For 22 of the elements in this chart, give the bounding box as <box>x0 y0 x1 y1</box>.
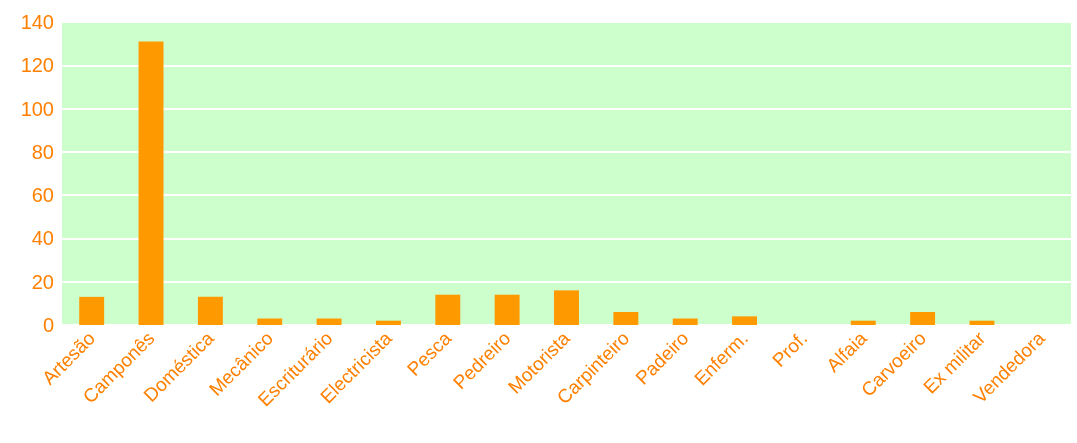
bar <box>613 312 639 325</box>
bar <box>197 296 223 325</box>
bar <box>375 320 401 325</box>
y-tick-label: 20 <box>31 270 54 293</box>
bar <box>554 290 579 325</box>
bar <box>138 41 164 325</box>
bar <box>435 294 461 325</box>
y-tick-label: 100 <box>20 97 54 120</box>
bar <box>494 294 520 325</box>
bar <box>850 320 876 325</box>
bar <box>672 318 698 325</box>
y-tick-label: 120 <box>20 54 54 77</box>
bar <box>910 312 936 325</box>
y-tick-label: 40 <box>31 227 54 250</box>
y-tick-label: 80 <box>31 140 54 163</box>
bar <box>257 318 283 325</box>
bar <box>732 316 758 325</box>
y-tick-label: 0 <box>42 314 54 336</box>
bar <box>316 318 342 325</box>
y-tick-label: 60 <box>31 184 54 207</box>
y-tick-label: 140 <box>20 11 54 33</box>
bar <box>79 296 105 325</box>
